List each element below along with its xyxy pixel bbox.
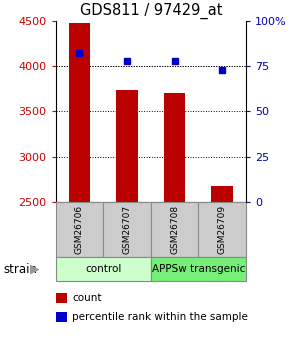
Text: GSM26708: GSM26708 xyxy=(170,205,179,254)
Bar xyxy=(164,93,185,202)
Bar xyxy=(103,202,151,257)
Text: GSM26706: GSM26706 xyxy=(75,205,84,254)
Bar xyxy=(151,202,198,257)
Text: strain: strain xyxy=(3,263,37,276)
Bar xyxy=(212,186,233,202)
Text: count: count xyxy=(72,293,101,303)
Text: control: control xyxy=(85,264,121,274)
Title: GDS811 / 97429_at: GDS811 / 97429_at xyxy=(80,3,222,19)
Text: GSM26707: GSM26707 xyxy=(122,205,131,254)
Text: APPSw transgenic: APPSw transgenic xyxy=(152,264,245,274)
Text: percentile rank within the sample: percentile rank within the sample xyxy=(72,312,248,322)
Bar xyxy=(151,257,246,281)
Bar xyxy=(56,257,151,281)
Text: GSM26709: GSM26709 xyxy=(218,205,227,254)
Bar xyxy=(198,202,246,257)
Bar xyxy=(69,22,90,202)
Text: ▶: ▶ xyxy=(30,263,40,276)
Bar xyxy=(56,202,103,257)
Bar xyxy=(116,90,138,202)
